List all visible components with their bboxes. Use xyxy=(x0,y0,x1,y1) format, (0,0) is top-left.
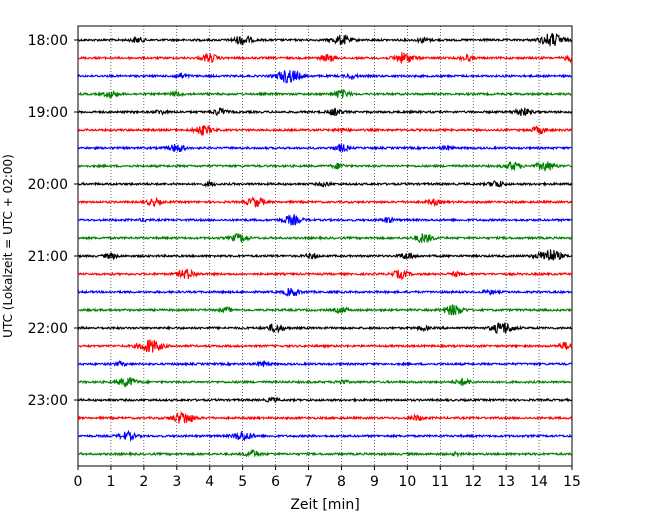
x-axis-ticks: 0 1 2 3 4 5 6 7 8 9 10 11 12 13 14 15 xyxy=(74,466,581,490)
x-tick-label: 4 xyxy=(205,474,214,490)
x-tick-label: 15 xyxy=(563,474,581,490)
trace-row-19-30 xyxy=(77,142,573,153)
x-tick-label: 11 xyxy=(431,474,449,490)
y-tick-label: 18:00 xyxy=(28,33,68,49)
y-axis-ticks: 18:00 19:00 20:00 21:00 22:00 23:00 xyxy=(28,33,78,409)
trace-row-18-30 xyxy=(77,70,573,84)
x-tick-label: 10 xyxy=(398,474,416,490)
y-tick-label: 21:00 xyxy=(28,249,68,265)
trace-row-22-00 xyxy=(77,322,573,334)
trace-lines xyxy=(77,32,573,458)
x-tick-label: 3 xyxy=(172,474,181,490)
x-tick-label: 5 xyxy=(238,474,247,490)
x-tick-label: 8 xyxy=(337,474,346,490)
y-tick-label: 22:00 xyxy=(28,321,68,337)
x-tick-label: 14 xyxy=(530,474,548,490)
trace-row-18-00 xyxy=(77,32,573,47)
trace-row-21-15 xyxy=(77,268,573,281)
x-tick-label: 2 xyxy=(139,474,148,490)
y-tick-label: 20:00 xyxy=(28,177,68,193)
trace-row-20-30 xyxy=(77,213,573,226)
trace-row-20-45 xyxy=(77,233,573,244)
trace-row-18-15 xyxy=(77,52,573,64)
trace-row-20-15 xyxy=(77,196,573,208)
trace-row-22-30 xyxy=(77,360,573,368)
trace-row-19-00 xyxy=(77,106,573,117)
x-tick-label: 1 xyxy=(106,474,115,490)
y-tick-label: 23:00 xyxy=(28,393,68,409)
trace-row-20-00 xyxy=(77,179,573,189)
trace-row-22-15 xyxy=(77,339,573,353)
trace-row-22-45 xyxy=(77,377,573,388)
trace-row-19-15 xyxy=(77,125,573,136)
trace-row-23-15 xyxy=(77,410,573,424)
y-tick-label: 19:00 xyxy=(28,105,68,121)
x-tick-label: 9 xyxy=(370,474,379,490)
trace-row-18-45 xyxy=(77,89,573,99)
plot-frame xyxy=(77,25,573,467)
x-tick-label: 13 xyxy=(497,474,515,490)
grid-lines xyxy=(110,26,540,466)
y-axis-title: UTC (Lokalzeit = UTC + 02:00) xyxy=(1,154,15,338)
trace-row-19-45 xyxy=(77,160,573,172)
x-tick-label: 0 xyxy=(74,474,83,490)
trace-row-21-30 xyxy=(77,287,573,298)
x-axis-title: Zeit [min] xyxy=(290,497,359,513)
trace-row-23-00 xyxy=(77,396,573,404)
trace-row-21-45 xyxy=(77,304,573,316)
trace-row-23-30 xyxy=(77,429,573,442)
trace-row-21-00 xyxy=(77,249,573,262)
x-tick-label: 7 xyxy=(304,474,313,490)
trace-row-23-45 xyxy=(77,448,573,458)
x-tick-label: 12 xyxy=(464,474,482,490)
x-tick-label: 6 xyxy=(271,474,280,490)
